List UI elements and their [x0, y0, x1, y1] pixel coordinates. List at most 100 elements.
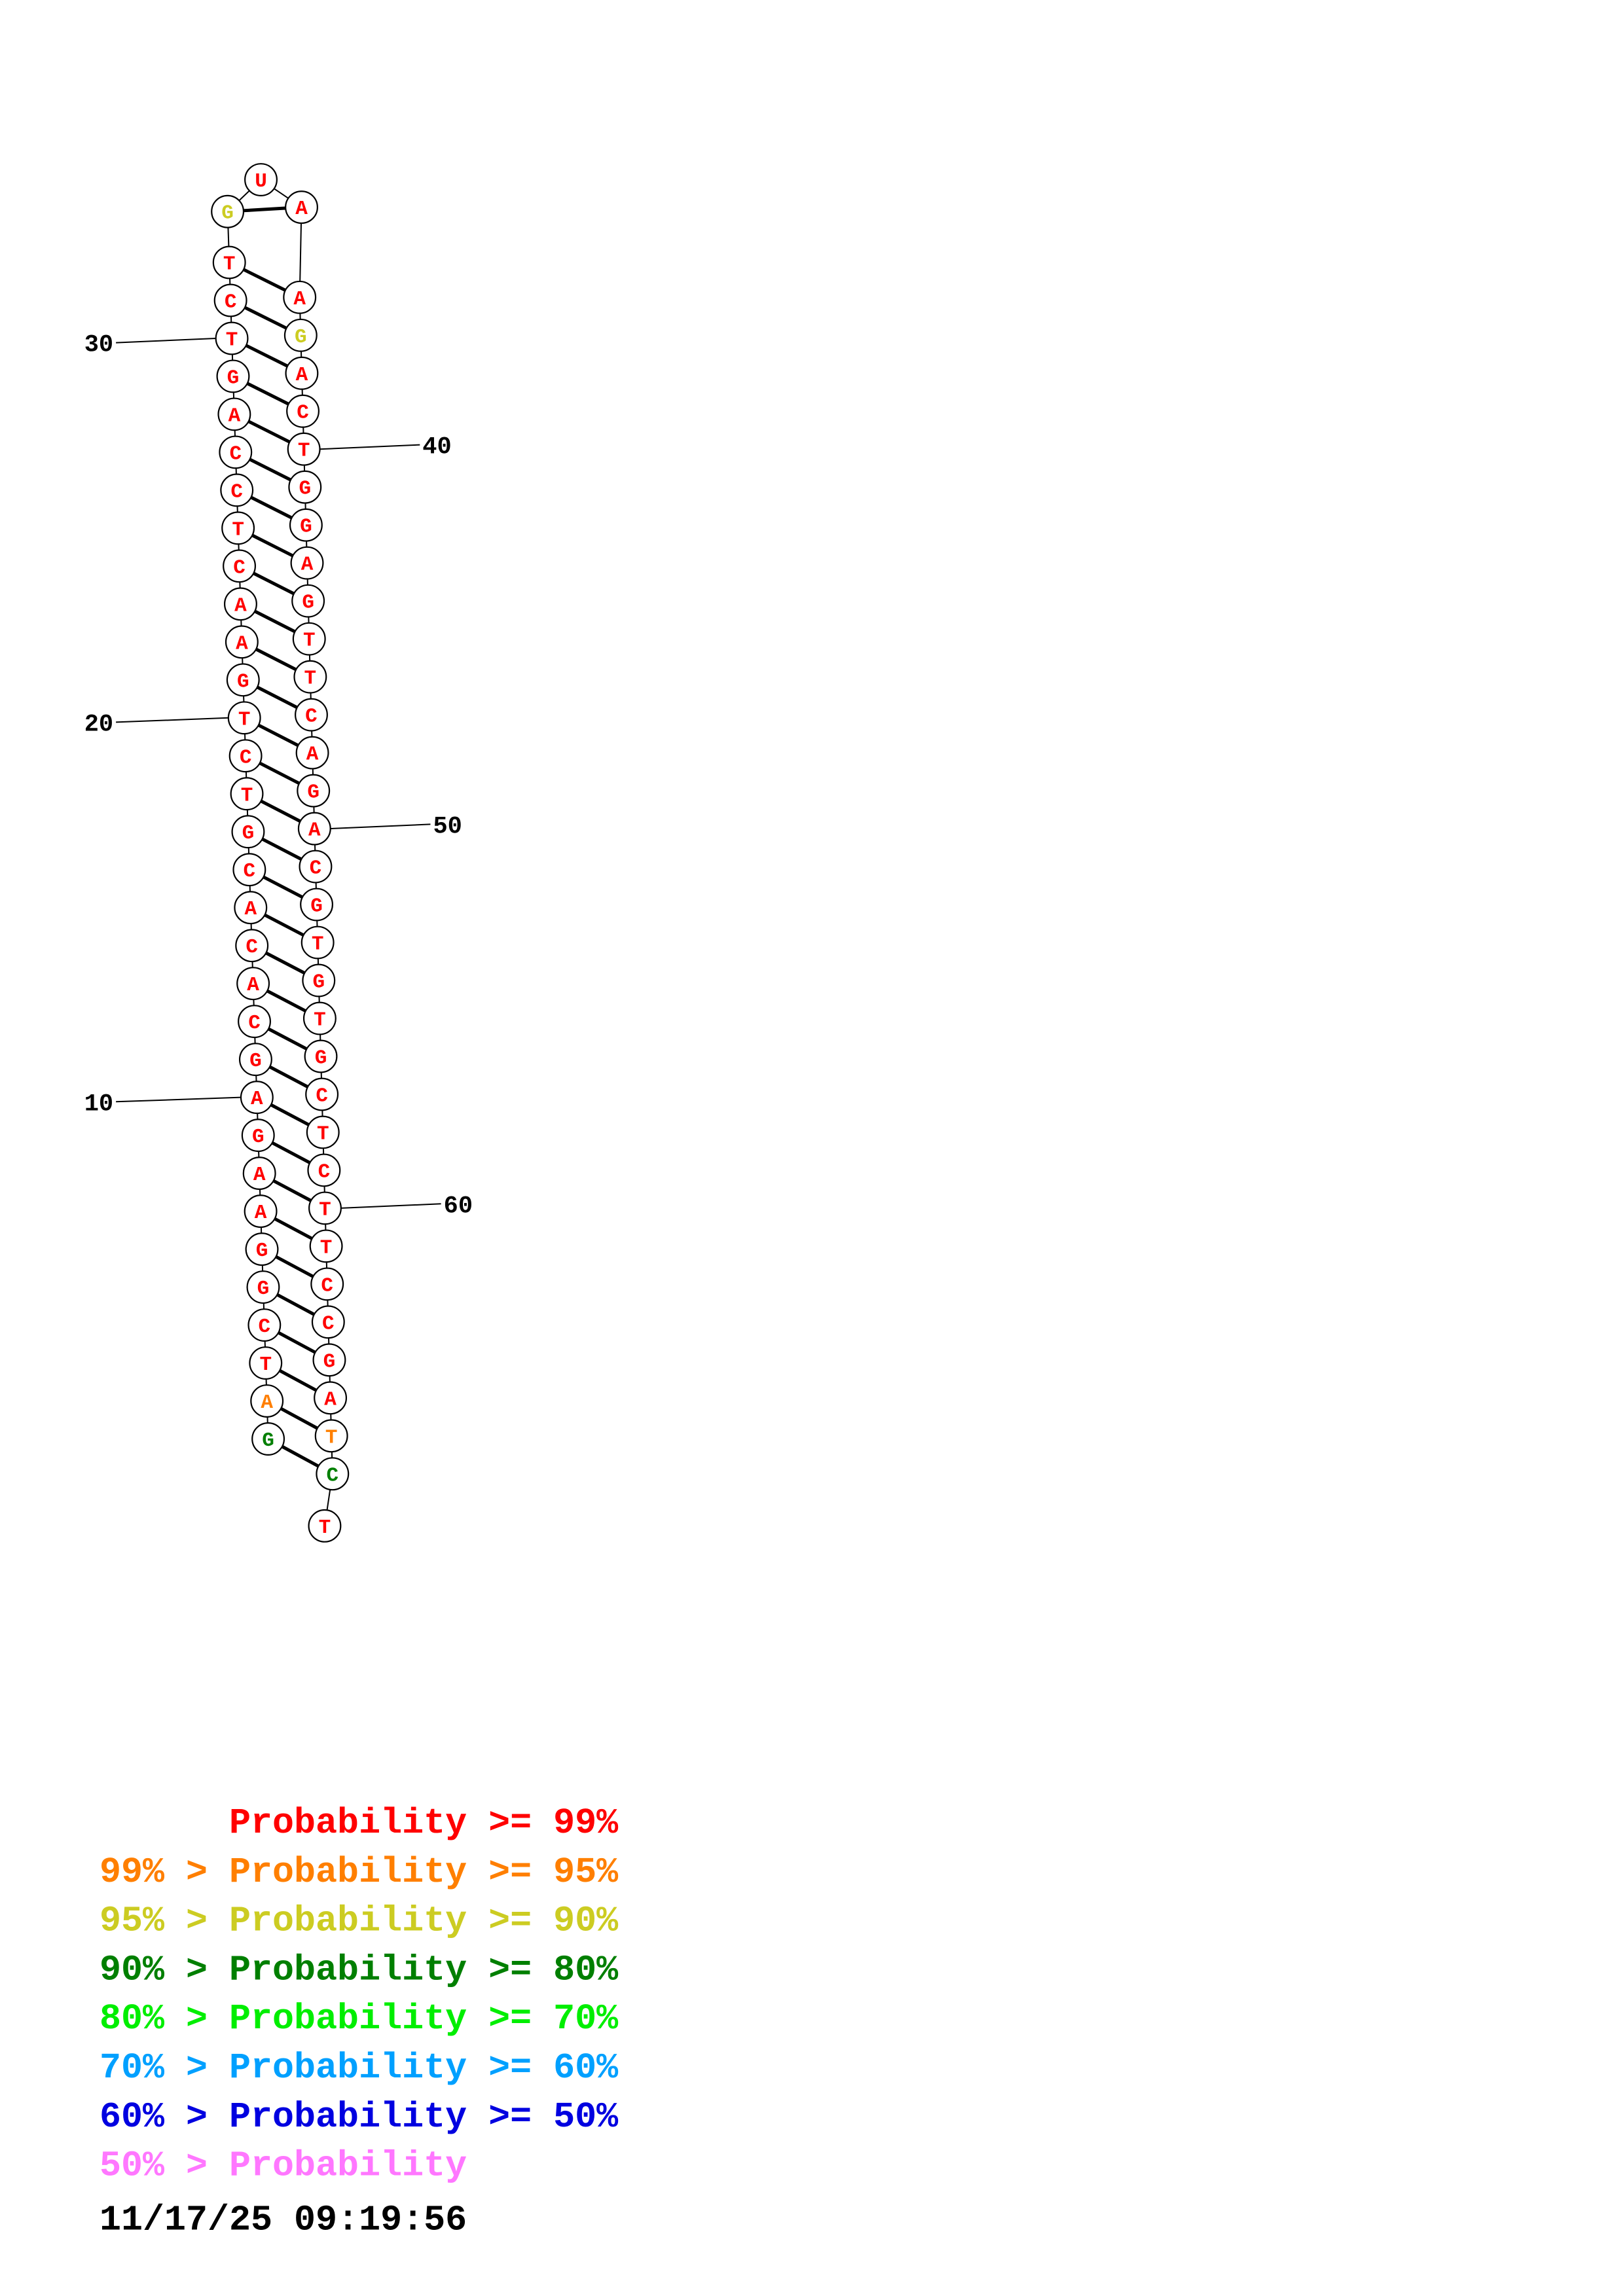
legend-entry: 95% > Probability >= 90% [100, 1901, 619, 1942]
nucleotide-letter: G [315, 1047, 327, 1069]
nucleotide-letter: T [319, 1516, 331, 1539]
nucleotide-circle [297, 812, 331, 846]
nucleotide: G [291, 584, 325, 618]
base-pair-bond [270, 1103, 310, 1126]
nucleotide: C [223, 549, 256, 583]
nucleotide: T [215, 321, 249, 355]
nucleotide-circle [292, 622, 326, 656]
nucleotide: A [225, 625, 259, 659]
position-label: 40 [422, 434, 451, 461]
nucleotide: T [230, 777, 264, 811]
nucleotide-letter: G [323, 1350, 336, 1373]
nucleotide-circle [228, 739, 263, 773]
nucleotide-circle [225, 625, 259, 659]
nucleotide-letter: C [229, 442, 242, 465]
position-label: 10 [84, 1090, 113, 1118]
nucleotide: T [293, 660, 327, 694]
nucleotide: A [224, 587, 257, 621]
legend-entry: 99% > Probability >= 95% [100, 1852, 619, 1893]
nucleotide-letter: C [233, 556, 246, 579]
nucleotide-circle [238, 1043, 272, 1077]
nucleotide-circle [312, 1343, 346, 1377]
nucleotide-letter: A [247, 974, 259, 997]
nucleotide: G [226, 663, 260, 697]
nucleotide-circle [236, 967, 270, 1001]
nucleotide-layer: GATCGGAAGAGCACACGTCTGAACTCCAGTCTGUAAGACT… [211, 163, 350, 1543]
nucleotide-circle [238, 1005, 271, 1039]
nucleotide-letter: G [242, 822, 255, 845]
nucleotide-circle [291, 584, 325, 618]
base-pair-bond [268, 1065, 309, 1088]
nucleotide-letter: A [324, 1388, 337, 1411]
nucleotide-circle [232, 853, 266, 887]
nucleotide-circle [244, 163, 278, 196]
nucleotide-letter: T [319, 1198, 331, 1221]
nucleotide-circle [295, 736, 329, 770]
nucleotide: G [211, 194, 245, 228]
nucleotide-circle [234, 891, 268, 925]
nucleotide-letter: A [293, 288, 306, 311]
nucleotide-circle [286, 394, 320, 428]
legend-entry: 90% > Probability >= 80% [100, 1949, 619, 1990]
nucleotide: C [286, 394, 320, 428]
nucleotide: C [295, 698, 328, 732]
nucleotide-letter: C [248, 1012, 261, 1035]
nucleotide-letter: T [320, 1236, 333, 1259]
nucleotide-letter: G [221, 202, 234, 225]
base-pair-bond [254, 609, 296, 634]
nucleotide: C [232, 853, 266, 887]
nucleotide-letter: C [246, 936, 258, 959]
legend-entry: 60% > Probability >= 50% [100, 2096, 619, 2138]
nucleotide: A [297, 812, 331, 846]
nucleotide: T [221, 511, 255, 545]
nucleotide: C [235, 929, 269, 963]
nucleotide-letter: C [240, 746, 252, 769]
nucleotide: A [242, 1157, 276, 1191]
nucleotide-circle [305, 1077, 339, 1111]
nucleotide-letter: G [237, 670, 249, 693]
nucleotide: C [228, 739, 263, 773]
base-pair-bond [253, 571, 295, 596]
nucleotide-letter: G [299, 478, 311, 501]
nucleotide-circle [311, 1305, 345, 1339]
legend-entry: 80% > Probability >= 70% [100, 1998, 619, 2039]
nucleotide: G [289, 508, 323, 542]
base-pair-bond [246, 382, 289, 406]
base-pair-bond [261, 837, 302, 861]
nucleotide-letter: T [312, 933, 324, 956]
base-pair-bond [244, 306, 287, 330]
nucleotide-circle [302, 963, 336, 997]
timestamp: 11/17/25 09:19:56 [100, 2199, 467, 2240]
nucleotide: C [311, 1305, 345, 1339]
nucleotide-letter: C [259, 1316, 271, 1338]
position-tick-line [116, 717, 228, 723]
nucleotide: A [283, 280, 317, 314]
nucleotide: A [290, 546, 324, 580]
nucleotide-letter: G [256, 1240, 268, 1263]
nucleotide-circle [235, 929, 269, 963]
nucleotide-letter: A [296, 364, 308, 387]
nucleotide-circle [240, 1081, 274, 1115]
nucleotide: G [300, 888, 334, 922]
nucleotide-letter: G [257, 1278, 270, 1300]
base-pair-bond [280, 1407, 318, 1430]
base-pair-bond [247, 420, 291, 444]
nucleotide: A [244, 1194, 278, 1229]
nucleotide: G [251, 1422, 285, 1456]
base-pair-bond [257, 723, 299, 747]
nucleotide: T [308, 1191, 342, 1225]
nucleotide-letter: T [238, 708, 251, 731]
nucleotide-letter: G [300, 516, 312, 539]
nucleotide-letter: G [312, 971, 325, 994]
nucleotide-circle [219, 435, 253, 469]
nucleotide-letter: C [230, 480, 243, 503]
nucleotide-circle [316, 1457, 350, 1491]
nucleotide-circle [224, 587, 257, 621]
nucleotide-letter: C [244, 860, 256, 883]
nucleotide-circle [230, 777, 264, 811]
nucleotide-circle [301, 925, 335, 960]
base-pair-bond [251, 533, 294, 558]
base-pair-bond [276, 1293, 316, 1316]
nucleotide-circle [226, 663, 260, 697]
nucleotide: A [217, 397, 251, 431]
